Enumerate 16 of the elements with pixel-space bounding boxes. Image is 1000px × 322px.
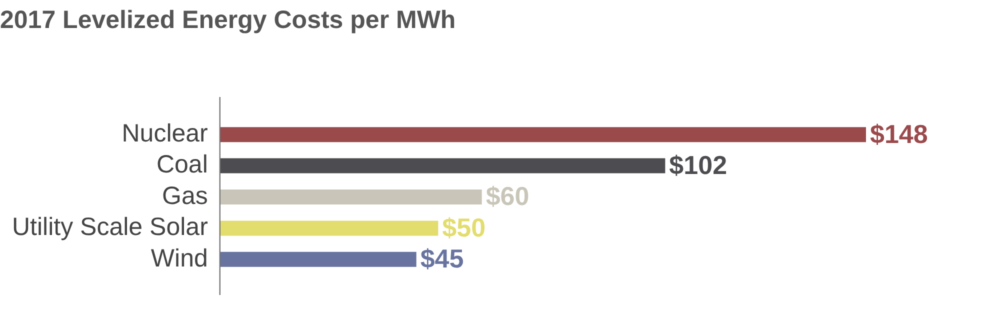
data-label: $60	[486, 181, 530, 212]
data-label: $50	[442, 212, 486, 242]
bar	[220, 158, 666, 174]
data-label: $148	[870, 118, 928, 149]
y-tick-label: Wind	[150, 244, 208, 272]
bar	[220, 127, 866, 142]
bar	[220, 252, 416, 267]
bar	[220, 190, 482, 204]
chart-title: 2017 Levelized Energy Costs per MWh	[0, 6, 456, 35]
y-tick-label: Coal	[156, 150, 208, 179]
data-label: $102	[669, 150, 728, 180]
bar	[220, 220, 438, 236]
data-label: $45	[420, 244, 464, 274]
y-tick-label: Nuclear	[122, 119, 208, 148]
y-tick-label: Gas	[162, 182, 208, 210]
y-tick-label: Utility Scale Solar	[12, 213, 208, 242]
